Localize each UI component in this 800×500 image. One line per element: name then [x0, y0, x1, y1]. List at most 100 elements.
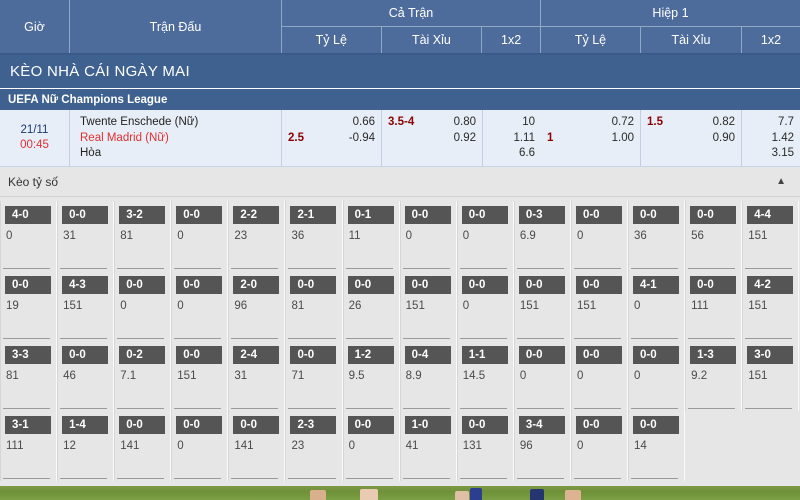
score-chip[interactable]: 0-0 — [575, 416, 622, 434]
score-chip[interactable]: 0-0 — [633, 346, 680, 364]
score-section-header[interactable]: Kèo tỷ số ▲ — [0, 167, 800, 197]
match-teams[interactable]: Twente Enschede (Nữ) Real Madrid (Nữ) Hò… — [70, 110, 282, 166]
score-cell[interactable]: 0-0 31 — [57, 201, 115, 271]
score-cell[interactable]: 4-3 151 — [57, 271, 115, 341]
full-ou-odds[interactable]: 0.80 0.92 — [414, 115, 476, 166]
half-1x2-away[interactable]: 3.15 — [771, 147, 794, 159]
full-handicap-odds-bottom[interactable]: -0.94 — [348, 131, 375, 144]
score-chip[interactable]: 4-4 — [747, 206, 794, 224]
score-chip[interactable]: 0-0 — [575, 206, 622, 224]
score-cell[interactable]: 0-0 19 — [0, 271, 58, 341]
half-handicap-line[interactable]: 1 — [547, 131, 554, 144]
score-cell[interactable]: 4-4 151 — [742, 201, 800, 271]
score-chip[interactable]: 0-0 — [62, 346, 109, 364]
score-cell[interactable]: 2-0 96 — [228, 271, 286, 341]
odds-half-handicap[interactable]: 1 0.72 1.00 — [541, 110, 641, 166]
score-cell[interactable]: 1-1 14.5 — [456, 341, 514, 411]
score-chip[interactable]: 2-2 — [233, 206, 280, 224]
score-cell[interactable]: 0-0 0 — [456, 271, 514, 341]
score-chip[interactable]: 0-0 — [290, 276, 337, 294]
score-chip[interactable]: 0-0 — [690, 276, 737, 294]
score-cell[interactable]: 0-0 0 — [114, 271, 172, 341]
full-1x2-away[interactable]: 6.6 — [519, 147, 535, 159]
score-chip[interactable]: 0-0 — [119, 416, 166, 434]
score-chip[interactable]: 0-0 — [176, 276, 223, 294]
score-chip[interactable]: 3-1 — [5, 416, 51, 434]
score-cell[interactable]: 0-0 56 — [685, 201, 743, 271]
score-chip[interactable]: 0-0 — [119, 276, 166, 294]
score-cell[interactable]: 0-0 141 — [228, 411, 286, 481]
score-cell[interactable]: 0-0 0 — [570, 341, 629, 411]
score-chip[interactable]: 0-0 — [461, 206, 508, 224]
score-chip[interactable]: 0-0 — [518, 276, 565, 294]
score-cell[interactable]: 0-0 0 — [399, 201, 457, 271]
score-chip[interactable]: 3-0 — [747, 346, 794, 364]
score-chip[interactable]: 0-0 — [176, 416, 223, 434]
score-cell[interactable]: 2-3 23 — [285, 411, 343, 481]
odds-full-overunder[interactable]: 3.5-4 0.80 0.92 — [382, 110, 483, 166]
score-chip[interactable]: 0-0 — [404, 276, 451, 294]
score-chip[interactable]: 4-1 — [633, 276, 680, 294]
score-chip[interactable]: 3-2 — [119, 206, 166, 224]
odds-half-overunder[interactable]: 1.5 0.82 0.90 — [641, 110, 742, 166]
full-1x2-draw[interactable]: 1.11 — [513, 131, 535, 144]
score-chip[interactable]: 3-4 — [518, 416, 565, 434]
score-chip[interactable]: 0-1 — [347, 206, 394, 224]
half-handicap-odds-top[interactable]: 0.72 — [611, 116, 634, 128]
score-cell[interactable]: 0-0 14 — [628, 411, 686, 481]
full-ou-odds-top[interactable]: 0.80 — [453, 116, 476, 128]
score-chip[interactable]: 2-4 — [233, 346, 280, 364]
score-cell[interactable]: 2-2 23 — [228, 201, 286, 271]
score-cell[interactable]: 0-2 7.1 — [114, 341, 172, 411]
score-chip[interactable]: 2-1 — [290, 206, 337, 224]
score-cell[interactable]: 3-3 81 — [0, 341, 58, 411]
score-chip[interactable]: 4-3 — [62, 276, 109, 294]
score-chip[interactable]: 0-2 — [119, 346, 166, 364]
score-cell[interactable]: 0-0 151 — [513, 271, 571, 341]
score-chip[interactable]: 0-0 — [461, 276, 508, 294]
table-row[interactable]: 21/11 00:45 Twente Enschede (Nữ) Real Ma… — [0, 110, 800, 167]
score-chip[interactable]: 0-3 — [518, 206, 565, 224]
score-cell[interactable]: 0-0 111 — [685, 271, 743, 341]
score-chip[interactable]: 4-2 — [747, 276, 794, 294]
score-cell[interactable]: 0-0 0 — [171, 201, 229, 271]
score-chip[interactable]: 0-0 — [518, 346, 565, 364]
score-chip[interactable]: 2-0 — [233, 276, 280, 294]
half-handicap-odds[interactable]: 0.72 1.00 — [553, 115, 634, 166]
score-cell[interactable]: 0-0 71 — [285, 341, 343, 411]
score-chip[interactable]: 1-2 — [347, 346, 394, 364]
score-cell[interactable]: 1-4 12 — [57, 411, 115, 481]
half-ou-line[interactable]: 1.5 — [647, 116, 663, 128]
score-cell[interactable]: 0-4 8.9 — [399, 341, 457, 411]
score-cell[interactable]: 4-0 0 — [0, 201, 58, 271]
half-ou-odds[interactable]: 0.82 0.90 — [663, 115, 735, 166]
score-cell[interactable]: 0-0 0 — [171, 411, 229, 481]
score-cell[interactable]: 0-0 0 — [570, 201, 629, 271]
score-cell[interactable]: 3-2 81 — [114, 201, 172, 271]
score-chip[interactable]: 0-0 — [633, 206, 680, 224]
score-cell[interactable]: 1-2 9.5 — [342, 341, 400, 411]
score-chip[interactable]: 1-4 — [62, 416, 109, 434]
score-cell[interactable]: 0-1 11 — [342, 201, 400, 271]
score-chip[interactable]: 2-3 — [290, 416, 337, 434]
full-ou-line[interactable]: 3.5-4 — [388, 116, 415, 128]
full-handicap-odds-top[interactable]: 0.66 — [352, 116, 375, 128]
half-handicap-odds-bottom[interactable]: 1.00 — [611, 131, 634, 144]
half-1x2-draw[interactable]: 1.42 — [771, 131, 794, 144]
score-cell[interactable]: 0-0 0 — [171, 271, 229, 341]
score-chip[interactable]: 0-0 — [347, 276, 394, 294]
half-ou-odds-top[interactable]: 0.82 — [712, 116, 735, 128]
half-1x2-values[interactable]: 7.7 1.42 3.15 — [748, 115, 794, 166]
score-chip[interactable]: 0-0 — [404, 206, 451, 224]
score-cell[interactable]: 4-2 151 — [742, 271, 800, 341]
score-chip[interactable]: 0-0 — [575, 276, 622, 294]
score-chip[interactable]: 0-0 — [5, 276, 51, 294]
score-cell[interactable]: 1-0 41 — [399, 411, 457, 481]
full-1x2-values[interactable]: 10 1.11 6.6 — [489, 115, 535, 166]
full-handicap-line[interactable]: 2.5 — [288, 131, 304, 144]
half-1x2-home[interactable]: 7.7 — [778, 116, 794, 128]
score-chip[interactable]: 0-0 — [62, 206, 109, 224]
score-chip[interactable]: 0-0 — [575, 346, 622, 364]
score-cell[interactable]: 0-0 141 — [114, 411, 172, 481]
odds-full-handicap[interactable]: 2.5 0.66 -0.94 — [282, 110, 382, 166]
